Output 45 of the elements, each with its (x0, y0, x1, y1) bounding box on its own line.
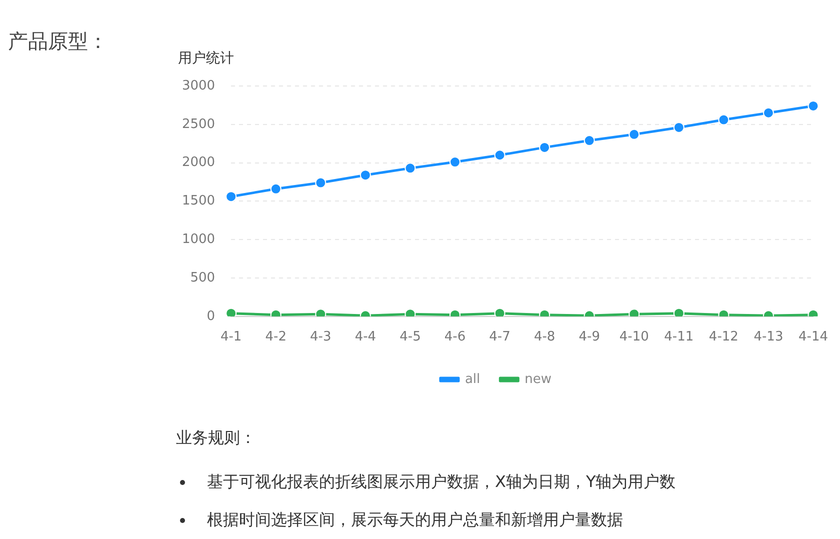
text: 根据时间选择区间，展示每天的用户总量和新增用户量数据 (207, 509, 623, 531)
point (404, 162, 416, 174)
point (270, 183, 282, 194)
x-tick-label: 4-10 (619, 330, 649, 345)
x-tick-label: 4-2 (265, 330, 286, 345)
point (762, 107, 774, 118)
point (673, 122, 684, 133)
x-tick-label: 4-5 (400, 330, 421, 345)
point (628, 128, 640, 140)
x-tick-label: 4-7 (489, 330, 510, 345)
x-tick-label: 4-12 (708, 330, 738, 345)
y-tick-label: 1500 (182, 194, 216, 209)
point (673, 308, 684, 316)
y-tick-label: 500 (190, 270, 216, 286)
x-tick-label: 4-13 (754, 330, 784, 345)
point (494, 308, 506, 316)
text: 产品原型： (8, 28, 108, 55)
point (539, 142, 550, 153)
y-tick-label: 2000 (182, 155, 216, 170)
point (360, 170, 371, 181)
y-tick-label: 2500 (182, 116, 216, 132)
y-axis-title: 用户统计 (178, 50, 234, 67)
point (226, 191, 237, 202)
text: 基于可视化报表的折线图展示用户数据，X轴为日期，Y轴为用户数 (207, 471, 676, 493)
x-tick-label: 4-4 (354, 330, 376, 345)
x-tick-label: 4-11 (664, 330, 694, 345)
x-tick-label: 4-3 (310, 330, 332, 345)
point (718, 114, 730, 126)
point (584, 135, 595, 146)
x-tick-label: 4-9 (578, 330, 600, 345)
x-tick-label: 4-1 (220, 330, 242, 345)
point (494, 150, 506, 161)
x-tick-label: 4-8 (534, 330, 556, 345)
x-tick-label: 4-14 (798, 330, 828, 345)
point (808, 100, 819, 112)
legend-label: new (524, 372, 552, 387)
y-tick-label: 3000 (182, 78, 216, 94)
x-tick-label: 4-6 (444, 330, 466, 345)
y-tick-label: 0 (206, 308, 216, 324)
point (315, 177, 326, 188)
point (449, 156, 460, 168)
point (226, 308, 237, 316)
text: 业务规则： (176, 428, 256, 449)
y-tick-label: 1000 (182, 232, 216, 247)
legend-label: all (464, 372, 480, 387)
